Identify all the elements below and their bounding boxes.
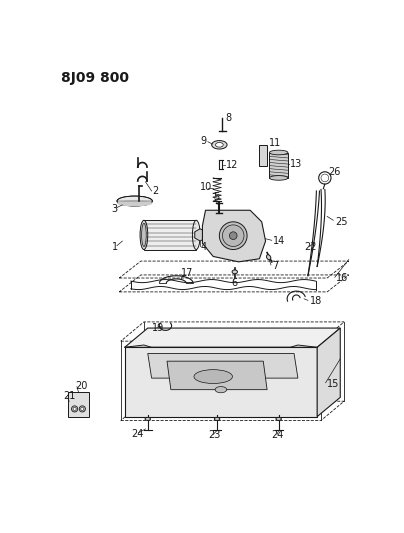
Text: 24: 24 [132, 429, 144, 439]
Text: 6: 6 [231, 278, 237, 288]
Polygon shape [125, 328, 340, 348]
Polygon shape [167, 361, 267, 390]
Text: 4: 4 [200, 242, 206, 252]
Text: 19: 19 [152, 323, 164, 333]
Text: 22: 22 [304, 242, 317, 252]
Circle shape [72, 406, 78, 412]
Polygon shape [269, 152, 288, 178]
Circle shape [229, 232, 237, 239]
Polygon shape [317, 328, 340, 417]
Polygon shape [259, 145, 267, 166]
Ellipse shape [269, 150, 288, 155]
Polygon shape [202, 210, 265, 262]
Polygon shape [148, 353, 298, 378]
Circle shape [73, 407, 76, 410]
Text: 14: 14 [273, 236, 286, 246]
Polygon shape [144, 220, 196, 249]
Ellipse shape [276, 417, 281, 421]
Text: 9: 9 [200, 136, 206, 146]
Polygon shape [68, 392, 89, 417]
Text: 7: 7 [272, 262, 278, 271]
Text: 23: 23 [208, 430, 220, 440]
Polygon shape [125, 348, 317, 417]
Circle shape [81, 407, 84, 410]
Ellipse shape [141, 223, 146, 246]
Circle shape [223, 225, 244, 246]
Ellipse shape [192, 220, 200, 249]
Text: 18: 18 [309, 296, 322, 306]
Text: 21: 21 [63, 391, 76, 401]
Ellipse shape [232, 270, 238, 274]
Polygon shape [195, 229, 206, 241]
Circle shape [219, 222, 247, 249]
Text: 11: 11 [269, 138, 282, 148]
Text: 15: 15 [327, 378, 339, 389]
Text: 25: 25 [335, 217, 347, 227]
Ellipse shape [212, 141, 227, 149]
Ellipse shape [140, 220, 148, 249]
Text: 2: 2 [152, 186, 159, 196]
Text: 26: 26 [329, 167, 341, 177]
Ellipse shape [117, 200, 152, 206]
Ellipse shape [269, 175, 288, 180]
Text: 1: 1 [112, 242, 118, 252]
Text: 10: 10 [200, 182, 213, 192]
Ellipse shape [267, 255, 271, 260]
Text: 24: 24 [272, 430, 284, 440]
Ellipse shape [194, 370, 232, 384]
Ellipse shape [117, 196, 152, 206]
Ellipse shape [215, 386, 227, 393]
Text: 3: 3 [112, 204, 118, 214]
Circle shape [79, 406, 85, 412]
Text: 8J09 800: 8J09 800 [61, 71, 129, 85]
Text: 17: 17 [181, 269, 193, 278]
Ellipse shape [215, 417, 220, 421]
Ellipse shape [215, 142, 223, 147]
Text: 16: 16 [337, 273, 349, 283]
Text: 5: 5 [213, 192, 219, 202]
Text: 8: 8 [225, 113, 231, 123]
Ellipse shape [145, 417, 150, 421]
Text: 12: 12 [225, 160, 238, 170]
Text: 13: 13 [290, 159, 303, 169]
Text: 20: 20 [76, 381, 88, 391]
